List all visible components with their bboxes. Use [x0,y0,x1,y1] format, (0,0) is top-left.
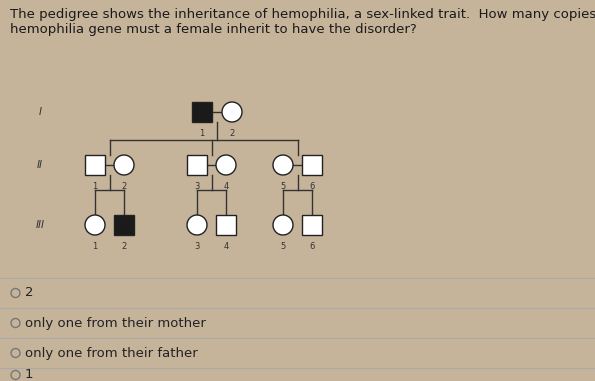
Text: 2: 2 [121,182,127,191]
Text: 5: 5 [280,242,286,251]
Circle shape [216,155,236,175]
Circle shape [11,349,20,357]
Text: 1: 1 [92,242,98,251]
Circle shape [187,215,207,235]
Circle shape [222,102,242,122]
Bar [216,215,236,235]
Bar [114,215,134,235]
Circle shape [273,215,293,235]
Bar [85,155,105,175]
Text: III: III [36,220,45,230]
Circle shape [273,155,293,175]
Text: only one from their mother: only one from their mother [25,317,206,330]
Bar [187,155,207,175]
Text: 2: 2 [121,242,127,251]
Bar [192,102,212,122]
Text: 1: 1 [92,182,98,191]
Circle shape [11,370,20,379]
Text: 5: 5 [280,182,286,191]
Text: 2: 2 [230,129,234,138]
Text: 2: 2 [25,287,33,299]
Text: The pedigree shows the inheritance of hemophilia, a sex-linked trait.  How many : The pedigree shows the inheritance of he… [10,8,595,36]
Circle shape [114,155,134,175]
Circle shape [11,288,20,298]
Text: I: I [39,107,42,117]
Text: 4: 4 [223,182,228,191]
Text: II: II [37,160,43,170]
Text: only one from their father: only one from their father [25,346,198,360]
Text: 1: 1 [199,129,205,138]
Text: 3: 3 [195,242,200,251]
Text: 3: 3 [195,182,200,191]
Text: 4: 4 [223,242,228,251]
Circle shape [85,215,105,235]
Circle shape [11,319,20,328]
Text: 1: 1 [25,368,33,381]
Text: 6: 6 [309,182,315,191]
Bar [302,215,322,235]
Text: 6: 6 [309,242,315,251]
Bar [302,155,322,175]
